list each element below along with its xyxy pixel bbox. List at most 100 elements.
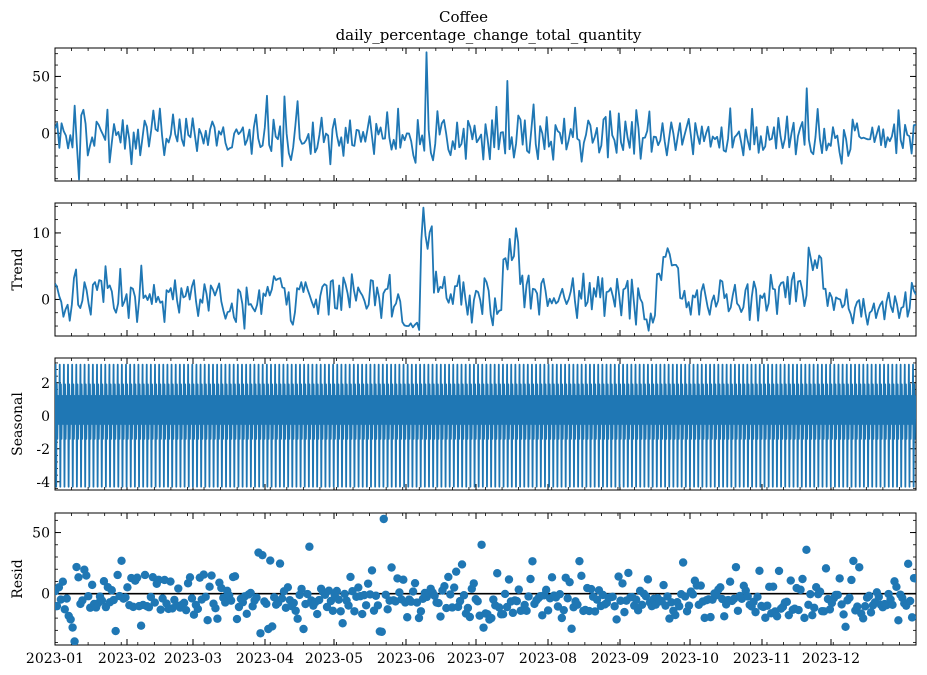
resid-point (275, 559, 285, 568)
seasonal-line (55, 363, 916, 488)
resid-point (498, 610, 508, 619)
resid-point (416, 607, 426, 616)
resid-point (68, 623, 77, 632)
resid-point (680, 592, 690, 601)
resid-point (289, 598, 298, 608)
x-tick-label: 2023-05 (305, 651, 363, 667)
resid-point (782, 597, 792, 607)
resid-point (62, 594, 71, 603)
resid-point (403, 613, 412, 622)
resid-point (117, 556, 126, 565)
resid-point (808, 610, 817, 620)
resid-point (395, 588, 404, 597)
resid-point (725, 577, 735, 586)
x-tick-label: 2023-08 (519, 651, 577, 667)
resid-point (563, 594, 572, 603)
resid-point (414, 613, 424, 623)
resid-point (864, 591, 874, 601)
resid-point (874, 592, 884, 602)
resid-point (608, 592, 617, 602)
resid-point (620, 607, 629, 617)
resid-point (97, 596, 107, 605)
resid-point (328, 606, 338, 615)
resid-point (99, 577, 109, 586)
resid-point (500, 589, 510, 599)
resid-point (573, 600, 582, 609)
resid-point (84, 592, 93, 601)
resid-point (361, 601, 371, 610)
resid-point (246, 588, 255, 598)
resid-point (199, 570, 208, 579)
resid-point (755, 566, 764, 576)
y-tick-label: 10 (32, 226, 50, 242)
resid-point (512, 596, 522, 606)
resid-point (291, 606, 300, 615)
resid-point (174, 584, 183, 593)
resid-point (410, 578, 420, 588)
resid-point (845, 593, 854, 603)
resid-point (786, 576, 795, 585)
resid-point (70, 637, 79, 645)
resid-point (181, 605, 191, 615)
resid-point (751, 607, 760, 617)
panel-frame (54, 202, 917, 337)
resid-point (156, 605, 165, 614)
resid-point (479, 623, 488, 632)
resid-point (567, 624, 576, 633)
resid-point (866, 608, 876, 617)
resid-point (855, 563, 864, 572)
resid-point (618, 579, 627, 588)
resid-point (232, 614, 242, 624)
resid-point (763, 601, 772, 610)
resid-point (252, 593, 261, 602)
resid-point (140, 570, 150, 580)
resid-point (555, 589, 565, 599)
resid-point (226, 596, 236, 605)
resid-point (373, 601, 383, 610)
resid-point (266, 556, 275, 565)
resid-point (434, 598, 443, 608)
resid-point (258, 550, 267, 560)
panel-resid: 0 50 Resid 2023-01 2023-02 2023-03 2023-04 2023… (10, 512, 917, 667)
resid-point (575, 556, 584, 566)
resid-point (559, 605, 568, 615)
figure-title: Coffee (439, 8, 488, 26)
resid-point (336, 607, 345, 616)
resid-point (753, 592, 762, 602)
resid-point (592, 595, 602, 604)
resid-point (354, 583, 363, 592)
resid-point (387, 563, 396, 572)
resid-point (774, 566, 784, 576)
resid-point (205, 582, 214, 591)
resid-point (313, 609, 322, 619)
resid-point (493, 569, 502, 578)
panel-observed: 0 50 (32, 47, 917, 182)
resid-point (203, 615, 212, 625)
resid-point (154, 575, 163, 585)
resid-point (60, 605, 69, 614)
resid-point (796, 585, 805, 594)
resid-point (911, 574, 916, 583)
resid-point (436, 612, 445, 621)
observed-line (55, 51, 916, 181)
resid-point (641, 592, 651, 601)
resid-point (346, 572, 355, 582)
resid-point (577, 571, 586, 581)
resid-point (262, 599, 271, 609)
y-axis-label-seasonal: Seasonal (10, 392, 26, 456)
resid-point (847, 575, 856, 585)
y-tick-label: 50 (32, 526, 50, 542)
resid-point (688, 590, 698, 599)
resid-point (522, 606, 531, 615)
resid-point (87, 580, 97, 590)
resid-point (528, 557, 537, 566)
resid-point (144, 603, 154, 612)
resid-point (473, 597, 482, 606)
trend-line (55, 206, 916, 332)
resid-point (835, 574, 844, 583)
resid-point (58, 577, 68, 586)
x-tick-label: 2023-10 (661, 651, 719, 667)
resid-point (612, 615, 621, 624)
resid-point (340, 589, 349, 599)
